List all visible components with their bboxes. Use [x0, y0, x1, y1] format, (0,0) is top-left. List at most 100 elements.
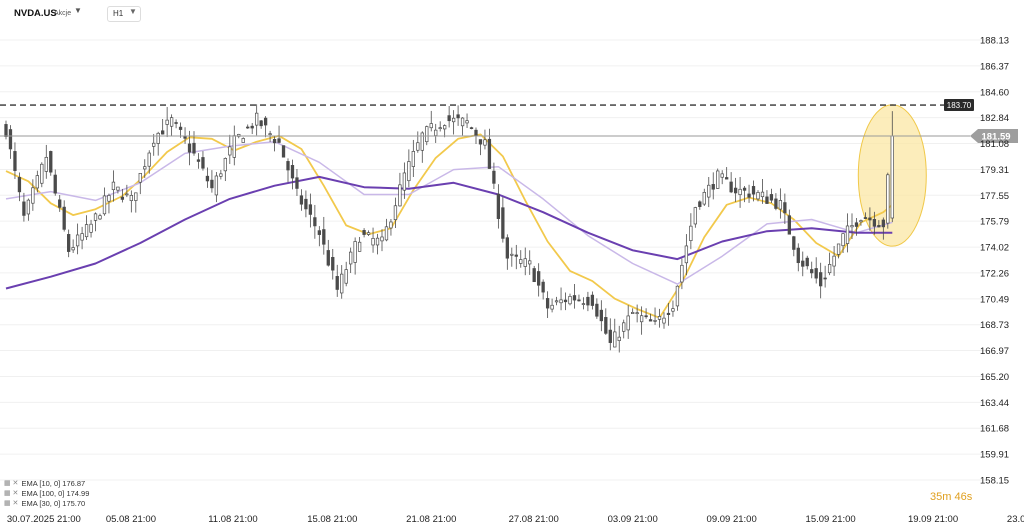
timeframe-select[interactable]: H1 ▼	[107, 6, 141, 22]
candle-body	[71, 247, 75, 251]
candle	[165, 107, 169, 138]
candle-body	[335, 276, 339, 290]
candle	[720, 170, 724, 185]
candle-body	[398, 184, 402, 207]
candle-body	[787, 215, 791, 235]
candle	[425, 125, 429, 146]
candle	[702, 188, 706, 206]
candle	[35, 170, 39, 193]
candle	[559, 287, 563, 311]
legend-item[interactable]: ▦ ✕ EMA [10, 0] 176.87	[4, 479, 89, 489]
y-tick-label: 181.08	[980, 139, 1009, 150]
legend-item[interactable]: ▦ ✕ EMA [100, 0] 174.99	[4, 489, 89, 499]
candle	[747, 184, 751, 203]
candle	[447, 106, 451, 128]
candle-body	[671, 308, 675, 312]
candle	[169, 114, 174, 136]
candle-body	[541, 281, 545, 293]
candle	[407, 149, 411, 188]
candle-body	[850, 225, 854, 228]
symbol-name[interactable]: NVDA.US	[14, 8, 57, 19]
candle	[523, 247, 527, 276]
candle	[389, 219, 393, 236]
candle-body	[469, 127, 474, 129]
indicator-settings-icon[interactable]: ▦ ✕	[4, 500, 19, 507]
candle	[639, 306, 644, 335]
y-axis: 188.13 186.37 184.60 182.84 181.08 179.31 177.…	[980, 36, 1009, 487]
candle-body	[228, 146, 232, 156]
candle	[545, 291, 550, 319]
candle	[384, 218, 389, 242]
x-tick-label: 09.09 21:00	[707, 514, 757, 525]
candle	[514, 244, 518, 270]
candle	[62, 200, 66, 232]
candle	[572, 283, 577, 309]
candle-body	[362, 230, 366, 235]
candle-body	[859, 220, 863, 223]
candle	[147, 150, 151, 174]
x-axis: 30.07.2025 21:00 05.08 21:00 11.08 21:00 15…	[7, 514, 1024, 525]
candle-body	[268, 133, 272, 136]
candle-body	[62, 206, 66, 230]
candle-body	[40, 163, 44, 184]
candle	[863, 212, 868, 219]
indicator-settings-icon[interactable]: ▦ ✕	[4, 480, 19, 487]
candle	[478, 139, 483, 156]
candle-body	[742, 187, 747, 191]
chevron-down-icon[interactable]: ▼	[74, 6, 82, 15]
candle-body	[805, 257, 809, 267]
candle-body	[67, 234, 71, 252]
candle-body	[868, 217, 872, 221]
candle	[528, 250, 532, 275]
candle-body	[810, 269, 814, 274]
candle	[232, 125, 236, 166]
candle-body	[545, 298, 550, 309]
candle-body	[299, 195, 304, 205]
candle	[205, 167, 210, 188]
candle	[554, 296, 559, 306]
candle-body	[604, 317, 608, 334]
candle	[420, 131, 424, 163]
candle-body	[384, 226, 389, 241]
candle	[492, 162, 496, 189]
candle-body	[420, 132, 424, 151]
candle	[469, 126, 474, 130]
candle	[845, 213, 850, 253]
candle-body	[702, 191, 706, 205]
y-tick-label: 158.15	[980, 476, 1009, 487]
candle	[366, 230, 371, 237]
candle-body	[832, 255, 836, 267]
candle	[631, 308, 635, 315]
candle	[192, 131, 196, 156]
candle-body	[192, 142, 196, 154]
candle	[322, 216, 326, 255]
legend-item[interactable]: ▦ ✕ EMA [30, 0] 175.70	[4, 499, 89, 509]
candle-body	[586, 296, 590, 306]
candle-body	[550, 304, 554, 310]
candle	[326, 239, 330, 267]
candle	[107, 193, 111, 214]
candle	[49, 150, 53, 176]
candle-body	[523, 258, 527, 267]
candle-body	[725, 177, 729, 180]
candle	[223, 157, 227, 182]
candle-body	[317, 230, 321, 235]
candle	[622, 319, 626, 339]
candle-body	[443, 125, 447, 130]
candle	[684, 234, 689, 276]
candle-body	[456, 114, 460, 119]
candle-body	[765, 196, 769, 204]
candle	[4, 120, 8, 140]
candle-body	[429, 123, 433, 129]
candle-body	[572, 295, 577, 301]
candle	[299, 189, 304, 211]
indicator-settings-icon[interactable]: ▦ ✕	[4, 490, 19, 497]
x-tick-label: 19.09 21:00	[908, 514, 958, 525]
candle-body	[666, 312, 671, 315]
candle-body	[451, 117, 456, 123]
candle	[111, 170, 116, 202]
candle-body	[326, 250, 330, 266]
candle	[178, 122, 183, 138]
candle	[774, 193, 778, 211]
